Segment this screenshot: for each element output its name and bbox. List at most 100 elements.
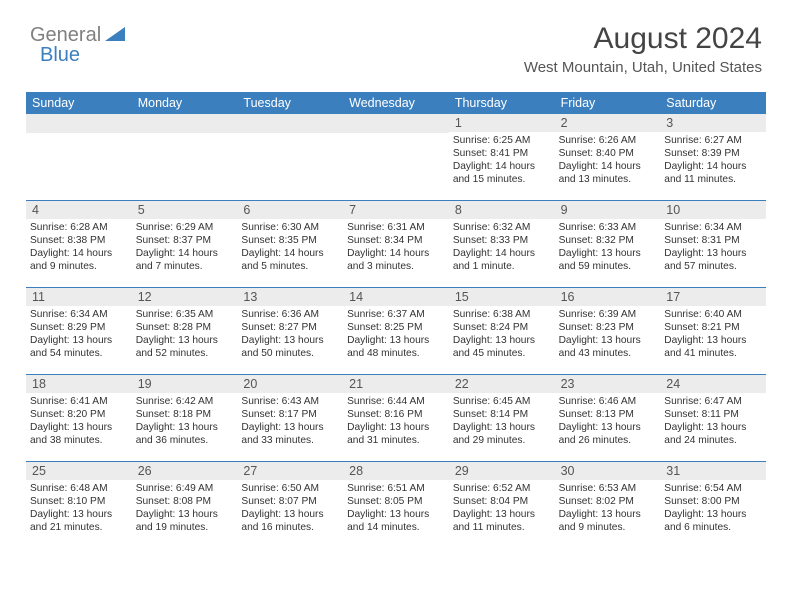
day-cell: 28Sunrise: 6:51 AMSunset: 8:05 PMDayligh… [343,462,449,548]
daylight-text: and 38 minutes. [30,434,128,447]
day-number: 17 [660,288,766,306]
daylight-text: and 13 minutes. [559,173,657,186]
day-number: 16 [555,288,661,306]
daylight-text: and 9 minutes. [30,260,128,273]
daylight-text: Daylight: 14 hours [347,247,445,260]
day-cell: 1Sunrise: 6:25 AMSunset: 8:41 PMDaylight… [449,114,555,200]
sunset-text: Sunset: 8:04 PM [453,495,551,508]
day-number: 6 [237,201,343,219]
daylight-text: and 57 minutes. [664,260,762,273]
sunset-text: Sunset: 8:40 PM [559,147,657,160]
sunrise-text: Sunrise: 6:35 AM [136,308,234,321]
day-number: 12 [132,288,238,306]
sunset-text: Sunset: 8:39 PM [664,147,762,160]
day-cell: 11Sunrise: 6:34 AMSunset: 8:29 PMDayligh… [26,288,132,374]
daylight-text: and 16 minutes. [241,521,339,534]
daylight-text: Daylight: 13 hours [30,421,128,434]
sunrise-text: Sunrise: 6:30 AM [241,221,339,234]
day-number: 25 [26,462,132,480]
day-number [237,114,343,133]
week-row: 25 Sunrise: 6:48 AMSunset: 8:10 PMDayligh… [26,461,766,548]
daylight-text: and 5 minutes. [241,260,339,273]
day-number [343,114,449,133]
sunrise-text: Sunrise: 6:50 AM [241,482,339,495]
day-number: 2 [555,114,661,132]
day-cell: 14 Sunrise: 6:37 AMSunset: 8:25 PMDayligh… [343,288,449,374]
sunset-text: Sunset: 8:38 PM [30,234,128,247]
day-number: 7 [343,201,449,219]
daylight-text: and 45 minutes. [453,347,551,360]
day-number: 19 [132,375,238,393]
daylight-text: Daylight: 13 hours [453,334,551,347]
day-number: 27 [237,462,343,480]
sunset-text: Sunset: 8:21 PM [664,321,762,334]
day-number: 18 [26,375,132,393]
day-cell: 15Sunrise: 6:38 AMSunset: 8:24 PMDayligh… [449,288,555,374]
day-info: Sunrise: 6:39 AMSunset: 8:23 PMDaylight:… [559,308,657,360]
sunrise-text: Sunrise: 6:43 AM [241,395,339,408]
day-info: Sunrise: 6:38 AMSunset: 8:24 PMDaylight:… [453,308,551,360]
sunset-text: Sunset: 8:34 PM [347,234,445,247]
day-info: Sunrise: 6:36 AMSunset: 8:27 PMDaylight:… [241,308,339,360]
day-info: Sunrise: 6:27 AMSunset: 8:39 PMDaylight:… [664,134,762,186]
sunset-text: Sunset: 8:25 PM [347,321,445,334]
day-cell: 2Sunrise: 6:26 AMSunset: 8:40 PMDaylight… [555,114,661,200]
sunset-text: Sunset: 8:35 PM [241,234,339,247]
day-info: Sunrise: 6:30 AMSunset: 8:35 PMDaylight:… [241,221,339,273]
sunrise-text: Sunrise: 6:28 AM [30,221,128,234]
daylight-text: and 7 minutes. [136,260,234,273]
daylight-text: Daylight: 13 hours [559,421,657,434]
weekday-header: Monday [132,92,238,114]
sunrise-text: Sunrise: 6:27 AM [664,134,762,147]
day-info: Sunrise: 6:48 AMSunset: 8:10 PMDaylight:… [30,482,128,534]
daylight-text: Daylight: 13 hours [453,421,551,434]
sunrise-text: Sunrise: 6:31 AM [347,221,445,234]
day-number: 14 [343,288,449,306]
weekday-header: Saturday [660,92,766,114]
day-info: Sunrise: 6:50 AMSunset: 8:07 PMDaylight:… [241,482,339,534]
sunset-text: Sunset: 8:14 PM [453,408,551,421]
sunrise-text: Sunrise: 6:34 AM [664,221,762,234]
daylight-text: Daylight: 13 hours [347,334,445,347]
day-info: Sunrise: 6:40 AMSunset: 8:21 PMDaylight:… [664,308,762,360]
day-number: 21 [343,375,449,393]
daylight-text: and 33 minutes. [241,434,339,447]
daylight-text: Daylight: 13 hours [453,508,551,521]
day-info: Sunrise: 6:43 AMSunset: 8:17 PMDaylight:… [241,395,339,447]
day-info: Sunrise: 6:45 AMSunset: 8:14 PMDaylight:… [453,395,551,447]
sunrise-text: Sunrise: 6:41 AM [30,395,128,408]
day-number: 23 [555,375,661,393]
sunset-text: Sunset: 8:32 PM [559,234,657,247]
daylight-text: and 3 minutes. [347,260,445,273]
week-row: 4Sunrise: 6:28 AMSunset: 8:38 PMDaylight… [26,200,766,287]
weekday-header: Sunday [26,92,132,114]
sunrise-text: Sunrise: 6:39 AM [559,308,657,321]
day-info: Sunrise: 6:29 AMSunset: 8:37 PMDaylight:… [136,221,234,273]
day-number: 26 [132,462,238,480]
day-number: 29 [449,462,555,480]
sunset-text: Sunset: 8:07 PM [241,495,339,508]
sunset-text: Sunset: 8:00 PM [664,495,762,508]
daylight-text: and 29 minutes. [453,434,551,447]
day-info: Sunrise: 6:31 AMSunset: 8:34 PMDaylight:… [347,221,445,273]
sunrise-text: Sunrise: 6:40 AM [664,308,762,321]
day-info: Sunrise: 6:34 AMSunset: 8:31 PMDaylight:… [664,221,762,273]
sunset-text: Sunset: 8:16 PM [347,408,445,421]
sunrise-text: Sunrise: 6:33 AM [559,221,657,234]
daylight-text: Daylight: 14 hours [136,247,234,260]
weekday-header: Tuesday [237,92,343,114]
day-cell [26,114,132,200]
sunrise-text: Sunrise: 6:37 AM [347,308,445,321]
sunrise-text: Sunrise: 6:51 AM [347,482,445,495]
calendar: SundayMondayTuesdayWednesdayThursdayFrid… [26,92,766,548]
day-number: 31 [660,462,766,480]
sunset-text: Sunset: 8:28 PM [136,321,234,334]
daylight-text: and 26 minutes. [559,434,657,447]
week-row: 11Sunrise: 6:34 AMSunset: 8:29 PMDayligh… [26,287,766,374]
daylight-text: Daylight: 14 hours [453,160,551,173]
sunset-text: Sunset: 8:23 PM [559,321,657,334]
sunrise-text: Sunrise: 6:47 AM [664,395,762,408]
day-cell: 17 Sunrise: 6:40 AMSunset: 8:21 PMDayligh… [660,288,766,374]
daylight-text: Daylight: 13 hours [347,421,445,434]
day-info: Sunrise: 6:54 AMSunset: 8:00 PMDaylight:… [664,482,762,534]
